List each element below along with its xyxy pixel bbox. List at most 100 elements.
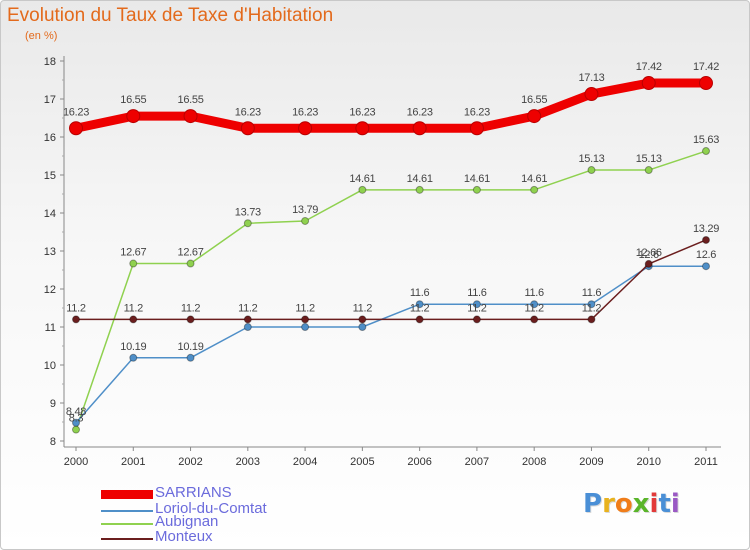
data-point [72,425,80,434]
data-label: 11.2 [181,302,201,314]
data-label: 11.2 [524,302,544,314]
data-label: 13.73 [235,206,261,218]
data-point [186,259,195,268]
data-point [358,323,367,331]
data-point [183,109,198,124]
data-label: 16.23 [464,106,490,118]
legend-label-sarrians: SARRIANS [155,484,232,501]
y-tick-label: 8 [50,436,56,448]
y-tick-label: 17 [44,94,56,106]
data-point [243,315,252,324]
data-point [587,166,596,175]
data-label: 15.13 [578,153,604,165]
data-label: 11.2 [467,302,487,314]
legend-swatch-aubignan [101,523,153,525]
data-label: 11.2 [295,302,315,314]
logo-letter: i [649,489,659,519]
y-tick-label: 11 [45,322,56,334]
x-tick-label: 2001 [121,456,145,468]
series-line-sarrians [71,78,711,133]
data-label: 16.55 [521,94,547,106]
data-point [584,87,599,102]
data-point [702,262,710,271]
data-point [412,121,427,136]
logo-letter: P [583,489,603,519]
data-point [530,315,539,324]
data-label: 13.79 [292,204,318,216]
data-point [702,235,710,244]
y-tick-label: 13 [44,246,56,258]
data-point [301,315,310,324]
data-label: 14.61 [521,173,547,185]
y-tick-label: 15 [44,170,56,182]
data-point [472,185,481,194]
data-point [530,300,539,309]
chart-subtitle: (en %) [25,30,58,42]
x-tick-label: 2004 [293,456,317,468]
data-point [301,323,310,331]
data-point [358,315,367,324]
logo-letter: x [632,489,650,519]
data-point [355,121,370,136]
data-label: 11.6 [582,287,602,299]
data-label: 8.48 [66,406,86,418]
data-label: 11.2 [66,302,86,314]
data-point [301,216,310,225]
data-point [530,185,539,194]
data-label: 11.6 [467,287,487,299]
data-label: 12.67 [120,247,146,259]
data-point [587,300,596,309]
y-tick-label: 18 [44,56,56,68]
data-point [415,315,424,324]
x-tick-label: 2008 [522,456,546,468]
data-label: 10.19 [178,341,204,353]
data-label: 14.61 [349,173,375,185]
legend-label-aubignan: Aubignan [155,513,219,530]
data-label: 15.13 [636,153,662,165]
x-tick-label: 2011 [694,456,718,468]
data-label: 11.2 [238,302,258,314]
y-tick-label: 12 [44,284,56,296]
data-point [298,121,313,136]
data-label: 15.63 [693,134,719,146]
data-label: 11.6 [524,287,544,299]
brand-logo: Proxiti [583,489,680,519]
data-point [186,315,195,324]
x-tick-label: 2005 [350,456,374,468]
data-point [72,418,80,427]
y-tick-label: 14 [44,208,56,220]
data-point [415,185,424,194]
data-label: 16.23 [292,106,318,118]
data-point [641,76,656,91]
data-label: 8.3 [69,413,84,425]
data-label: 16.23 [63,106,89,118]
data-label: 16.23 [349,106,375,118]
x-tick-label: 2006 [407,456,431,468]
data-point [702,147,710,156]
data-point [472,315,481,324]
data-label: 17.42 [693,61,719,73]
data-label: 10.19 [120,341,146,353]
logo-letter: o [614,489,633,519]
data-point [129,259,138,268]
data-label: 16.23 [235,106,261,118]
x-tick-label: 2007 [465,456,489,468]
data-point [415,300,424,309]
data-point [240,121,255,136]
chart-title: Evolution du Taux de Taxe d'Habitation [7,5,334,26]
data-label: 17.42 [636,61,662,73]
data-point [358,185,367,194]
data-label: 14.61 [407,173,433,185]
data-label: 14.61 [464,173,490,185]
data-point [469,121,484,136]
legend-label-monteux: Monteux [155,528,213,545]
legend-swatch-sarrians [101,490,153,499]
legend-swatch-monteux [101,538,153,540]
data-label: 12.66 [636,247,662,259]
x-tick-label: 2010 [636,456,660,468]
series-line-monteux [75,239,707,321]
data-label: 16.55 [120,94,146,106]
logo-letter: t [658,489,671,519]
